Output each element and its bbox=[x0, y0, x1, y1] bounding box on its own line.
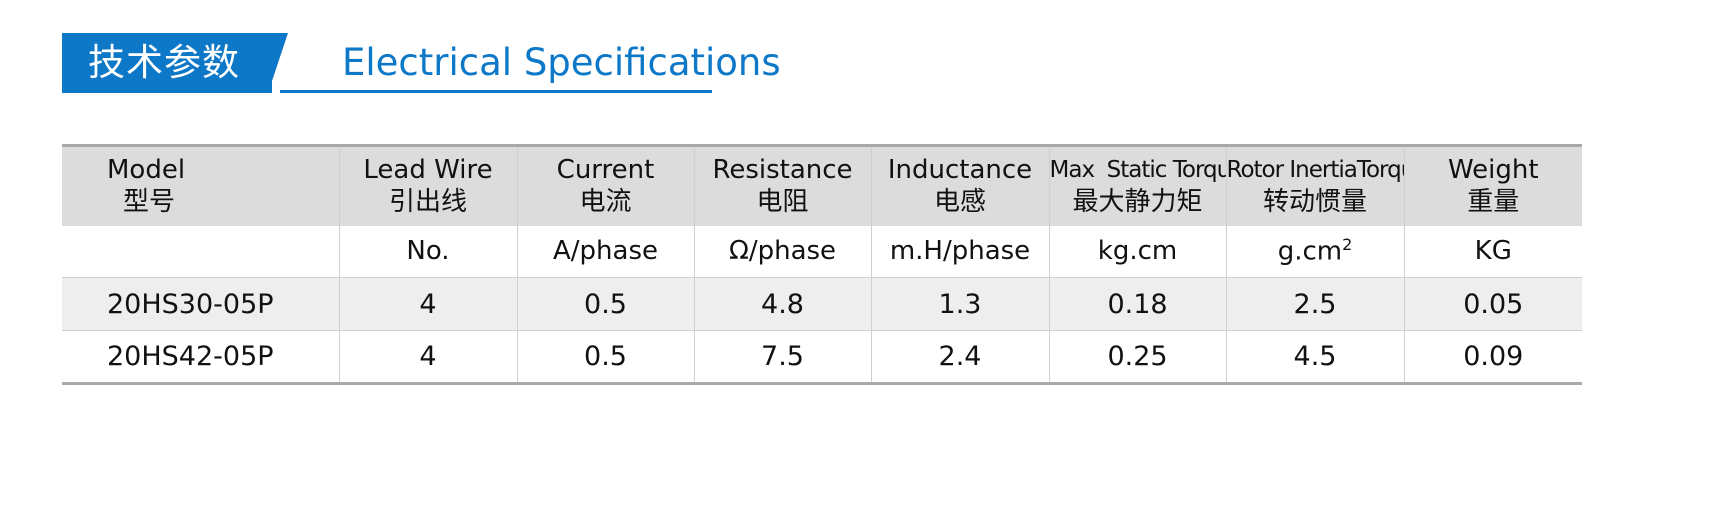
heading-slant-decoration bbox=[268, 33, 288, 93]
col-header-en: Inductance bbox=[887, 155, 1033, 186]
table-cell: 4.8 bbox=[693, 277, 871, 331]
table-cell: 4 bbox=[338, 277, 517, 331]
col-header-cn: 型号 bbox=[123, 187, 176, 218]
col-header-rotor-inertia: Rotor InertiaTorque 转动惯量 bbox=[1225, 145, 1404, 226]
col-header-max-static-torque: Max Static Torque 最大静力矩 bbox=[1048, 145, 1226, 226]
spec-table: Model 型号 Lead Wire 引出线 Current 电流 Resist… bbox=[62, 144, 1582, 385]
col-header-cn: 重量 bbox=[1467, 187, 1520, 218]
unit-superscript: 2 bbox=[1342, 235, 1353, 255]
col-header-cn: 电感 bbox=[933, 187, 986, 218]
table-cell: 2.4 bbox=[870, 330, 1049, 384]
col-header-model: Model 型号 bbox=[62, 146, 339, 226]
col-header-en: Rotor InertiaTorque bbox=[1226, 157, 1404, 184]
table-row: 20HS30-05P 4 0.5 4.8 1.3 0.18 2.5 0.05 bbox=[62, 277, 1582, 331]
unit-cell: m.H/phase bbox=[870, 225, 1049, 278]
unit-cell: A/phase bbox=[516, 225, 694, 278]
col-header-cn: 电阻 bbox=[756, 187, 809, 218]
col-header-cn: 最大静力矩 bbox=[1072, 187, 1203, 218]
unit-cell: kg.cm bbox=[1048, 225, 1226, 278]
col-header-cn: 电流 bbox=[579, 187, 632, 218]
heading-title-en: Electrical Specifications bbox=[342, 41, 781, 84]
table-cell: 0.18 bbox=[1048, 277, 1226, 331]
col-header-inductance: Inductance 电感 bbox=[870, 145, 1049, 226]
col-header-current: Current 电流 bbox=[516, 145, 694, 226]
table-units-row: No. A/phase Ω/phase m.H/phase kg.cm g.cm… bbox=[62, 225, 1582, 278]
unit-cell: g.cm2 bbox=[1225, 225, 1404, 278]
table-cell: 0.5 bbox=[516, 330, 694, 384]
model-cell: 20HS30-05P bbox=[107, 288, 274, 320]
col-header-cn: 转动惯量 bbox=[1262, 187, 1367, 218]
col-header-en: Resistance bbox=[712, 155, 853, 186]
table-cell: 2.5 bbox=[1225, 277, 1404, 331]
table-row: 20HS42-05P 4 0.5 7.5 2.4 0.25 4.5 0.09 bbox=[62, 330, 1582, 384]
unit-cell: KG bbox=[1403, 225, 1582, 278]
col-header-en: Weight bbox=[1447, 155, 1539, 186]
table-header-row: Model 型号 Lead Wire 引出线 Current 电流 Resist… bbox=[62, 145, 1582, 226]
table-cell: 0.5 bbox=[516, 277, 694, 331]
unit-cell bbox=[62, 226, 339, 278]
model-cell: 20HS42-05P bbox=[107, 341, 274, 372]
col-header-resistance: Resistance 电阻 bbox=[693, 145, 871, 226]
col-header-weight: Weight 重量 bbox=[1403, 145, 1582, 226]
col-header-lead-wire: Lead Wire 引出线 bbox=[338, 145, 517, 226]
heading-title-cn: 技术参数 bbox=[62, 33, 272, 93]
section-heading: 技术参数 Electrical Specifications bbox=[62, 33, 781, 93]
heading-underline bbox=[280, 90, 712, 93]
table-cell: 4.5 bbox=[1225, 330, 1404, 384]
table-cell: 0.05 bbox=[1403, 277, 1582, 331]
unit-cell: Ω/phase bbox=[693, 225, 871, 278]
unit-text: g.cm bbox=[1277, 237, 1343, 268]
table-cell: 0.25 bbox=[1048, 330, 1226, 384]
table-cell: 7.5 bbox=[693, 330, 871, 384]
col-header-cn: 引出线 bbox=[388, 187, 467, 218]
col-header-en: Model bbox=[107, 155, 186, 186]
col-header-en: Current bbox=[556, 155, 655, 186]
col-header-en: Max Static Torque bbox=[1049, 157, 1226, 184]
table-cell: 0.09 bbox=[1403, 330, 1582, 384]
unit-cell: No. bbox=[338, 225, 517, 278]
table-cell: 1.3 bbox=[870, 277, 1049, 331]
table-cell: 4 bbox=[338, 330, 517, 384]
col-header-en: Lead Wire bbox=[363, 155, 493, 186]
